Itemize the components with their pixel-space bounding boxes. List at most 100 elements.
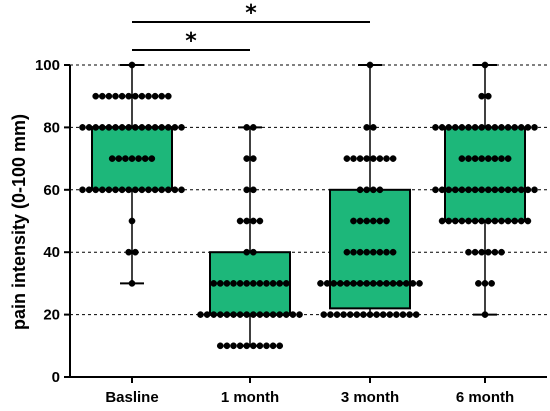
- data-point: [131, 248, 139, 256]
- data-point: [125, 248, 133, 256]
- data-point: [256, 217, 264, 225]
- data-point: [458, 217, 466, 225]
- data-point: [151, 186, 159, 194]
- y-axis-title: pain intensity (0-100 mm): [9, 114, 29, 330]
- data-point: [484, 186, 492, 194]
- data-point: [243, 311, 251, 318]
- data-point: [243, 186, 251, 194]
- data-point: [498, 124, 505, 131]
- data-point: [465, 248, 472, 256]
- data-point: [223, 280, 231, 287]
- data-point: [145, 92, 152, 100]
- data-point: [491, 248, 499, 256]
- data-point: [249, 124, 257, 131]
- data-point: [484, 155, 492, 162]
- data-point: [128, 61, 136, 69]
- data-point: [524, 217, 532, 225]
- data-point: [488, 280, 495, 287]
- data-point: [478, 217, 486, 225]
- data-point: [216, 280, 224, 287]
- significance-star: *: [245, 1, 257, 26]
- data-point: [282, 311, 290, 318]
- data-point: [79, 186, 86, 194]
- y-tick-label: 100: [35, 57, 60, 74]
- data-point: [263, 280, 270, 287]
- data-point: [323, 280, 331, 287]
- data-point: [118, 186, 126, 194]
- data-point: [471, 155, 479, 162]
- data-point: [112, 124, 119, 131]
- data-point: [402, 280, 410, 287]
- boxes: [91, 64, 526, 347]
- data-point: [216, 311, 224, 318]
- data-point: [145, 186, 152, 194]
- data-point: [178, 186, 185, 194]
- data-point: [276, 342, 284, 350]
- data-point: [379, 311, 387, 318]
- data-point: [105, 186, 113, 194]
- data-point: [451, 186, 459, 194]
- data-point: [511, 186, 519, 194]
- data-point: [236, 217, 244, 225]
- data-point: [356, 280, 364, 287]
- data-point: [105, 92, 113, 100]
- data-point: [409, 280, 417, 287]
- data-point: [336, 280, 344, 287]
- data-point: [85, 186, 93, 194]
- data-point: [171, 186, 179, 194]
- data-point: [369, 248, 377, 256]
- data-point: [125, 124, 133, 131]
- data-point: [276, 280, 284, 287]
- data-point: [504, 124, 512, 131]
- data-point: [531, 186, 538, 194]
- data-point: [249, 280, 257, 287]
- data-point: [138, 186, 146, 194]
- data-point: [498, 186, 505, 194]
- data-point: [135, 155, 142, 162]
- data-point: [517, 124, 525, 131]
- data-point: [369, 280, 377, 287]
- data-point: [471, 186, 479, 194]
- data-point: [164, 124, 172, 131]
- data-point: [164, 186, 172, 194]
- data-point: [158, 92, 166, 100]
- data-point: [115, 155, 123, 162]
- data-point: [216, 342, 224, 350]
- y-tick-label: 80: [43, 119, 60, 136]
- data-point: [230, 311, 237, 318]
- data-point: [197, 311, 204, 318]
- data-point: [98, 124, 106, 131]
- data-point: [491, 155, 499, 162]
- data-point: [511, 124, 519, 131]
- data-point: [458, 124, 466, 131]
- data-point: [145, 124, 152, 131]
- data-points: [79, 61, 538, 350]
- data-point: [158, 186, 166, 194]
- data-point: [256, 311, 264, 318]
- data-point: [438, 217, 446, 225]
- data-point: [350, 248, 357, 256]
- data-point: [256, 342, 264, 350]
- data-point: [356, 155, 364, 162]
- data-point: [230, 280, 237, 287]
- data-point: [141, 155, 149, 162]
- data-point: [92, 124, 100, 131]
- data-point: [389, 155, 397, 162]
- significance-brackets: **: [132, 1, 370, 54]
- data-point: [171, 124, 179, 131]
- data-point: [389, 248, 397, 256]
- data-point: [478, 186, 486, 194]
- data-point: [366, 311, 374, 318]
- data-point: [243, 155, 251, 162]
- data-point: [98, 186, 106, 194]
- box-iqr: [444, 126, 526, 222]
- x-tick-label: 3 month: [341, 389, 399, 406]
- data-point: [158, 124, 166, 131]
- data-point: [393, 311, 400, 318]
- data-point: [333, 311, 341, 318]
- data-point: [481, 280, 489, 287]
- y-tick-label: 0: [52, 369, 60, 386]
- data-point: [366, 61, 374, 69]
- y-tick-label: 40: [43, 244, 60, 261]
- data-point: [445, 217, 453, 225]
